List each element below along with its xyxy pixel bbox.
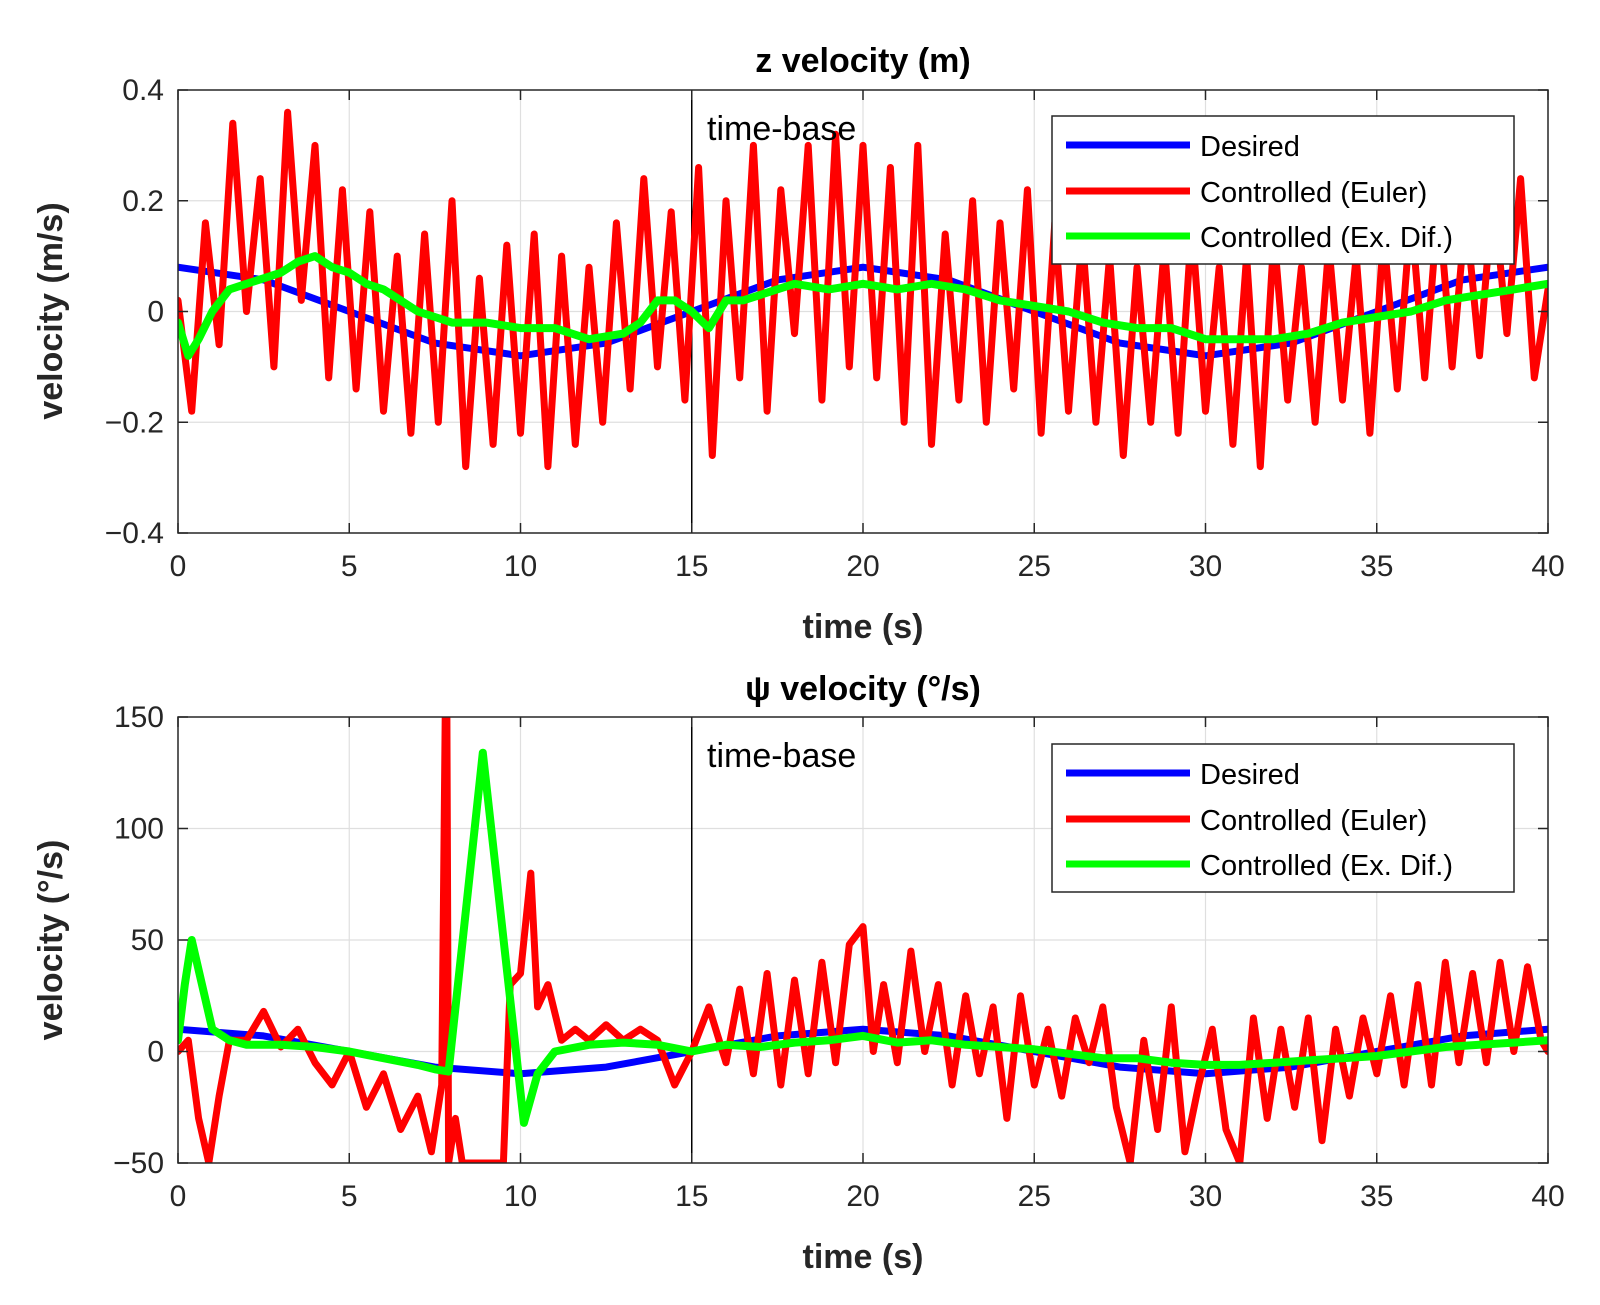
- x-tick-label: 25: [1018, 550, 1051, 583]
- x-tick-label: 35: [1360, 550, 1393, 583]
- legend-label-euler: Controlled (Euler): [1200, 177, 1427, 209]
- legend: Desired Controlled (Euler) Controlled (E…: [1051, 743, 1515, 893]
- x-tick-label: 5: [341, 1180, 358, 1213]
- x-tick-label: 15: [675, 1180, 708, 1213]
- legend-label-euler: Controlled (Euler): [1200, 805, 1427, 837]
- annotation-time-base: time-base: [707, 110, 856, 148]
- y-tick-labels: −50 0 50 100 150: [113, 701, 164, 1180]
- legend-label-desired: Desired: [1200, 131, 1300, 163]
- x-tick-label: 25: [1018, 1180, 1051, 1213]
- x-tick-label: 10: [504, 1180, 537, 1213]
- y-tick-label: −50: [113, 1147, 164, 1180]
- series-lines: [178, 717, 1548, 1163]
- y-axis-title: velocity (°/s): [32, 840, 70, 1041]
- y-tick-label: 0.4: [122, 74, 164, 107]
- series-line-controlled-ex-dif: [178, 748, 1548, 1127]
- x-tick-label: 20: [846, 550, 879, 583]
- x-tick-label: 35: [1360, 1180, 1393, 1213]
- y-axis-title: velocity (m/s): [32, 202, 70, 419]
- legend-label-exdif: Controlled (Ex. Dif.): [1200, 850, 1453, 882]
- x-tick-label: 0: [170, 550, 187, 583]
- chart-title: ψ velocity (°/s): [745, 670, 981, 708]
- x-tick-label: 5: [341, 550, 358, 583]
- tick-marks: [177, 89, 1549, 534]
- legend-label-desired: Desired: [1200, 759, 1300, 791]
- series-line-controlled-ex-dif: [178, 252, 1548, 360]
- y-tick-label: −0.2: [105, 406, 164, 439]
- annotation-time-base: time-base: [707, 737, 856, 775]
- x-tick-label: 30: [1189, 550, 1222, 583]
- y-tick-label: 150: [114, 701, 164, 734]
- x-tick-label: 30: [1189, 1180, 1222, 1213]
- series-line-controlled-euler: [178, 108, 1548, 471]
- series-lines: [178, 108, 1548, 471]
- tick-marks: [177, 716, 1549, 1164]
- x-tick-label: 10: [504, 550, 537, 583]
- x-tick-label: 40: [1531, 550, 1564, 583]
- x-axis-title: time (s): [803, 1238, 924, 1276]
- legend-label-exdif: Controlled (Ex. Dif.): [1200, 222, 1453, 254]
- x-tick-label: 40: [1531, 1180, 1564, 1213]
- y-tick-labels: −0.4 −0.2 0 0.2 0.4: [105, 74, 164, 550]
- subplot-z-velocity: 0 5 10 15 20 25 30 35 40 −0.4 −0.2 0 0.2 0.4 z veloc…: [32, 42, 1565, 646]
- series-line-controlled-euler: [178, 717, 1548, 1163]
- y-tick-label: 0.2: [122, 185, 164, 218]
- x-axis-title: time (s): [803, 608, 924, 646]
- y-tick-label: 0: [147, 296, 164, 329]
- y-tick-label: 100: [114, 813, 164, 846]
- x-tick-label: 0: [170, 1180, 187, 1213]
- x-tick-labels: 0 5 10 15 20 25 30 35 40: [170, 1180, 1565, 1213]
- x-tick-label: 15: [675, 550, 708, 583]
- y-tick-label: 0: [147, 1036, 164, 1069]
- y-tick-label: −0.4: [105, 517, 164, 550]
- legend: Desired Controlled (Euler) Controlled (E…: [1051, 115, 1515, 265]
- x-tick-label: 20: [846, 1180, 879, 1213]
- y-tick-label: 50: [131, 924, 164, 957]
- chart-title: z velocity (m): [755, 42, 970, 80]
- x-tick-labels: 0 5 10 15 20 25 30 35 40: [170, 550, 1565, 583]
